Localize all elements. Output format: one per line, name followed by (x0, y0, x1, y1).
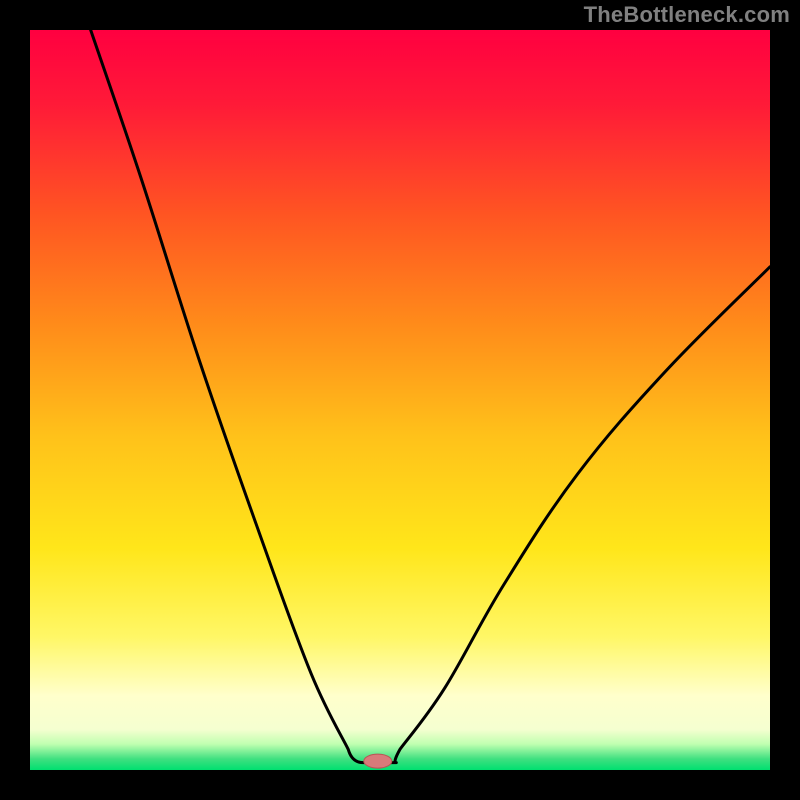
bottleneck-chart (0, 0, 800, 800)
optimum-marker (364, 754, 392, 768)
plot-area (30, 30, 770, 770)
chart-container: TheBottleneck.com (0, 0, 800, 800)
watermark-text: TheBottleneck.com (584, 2, 790, 28)
